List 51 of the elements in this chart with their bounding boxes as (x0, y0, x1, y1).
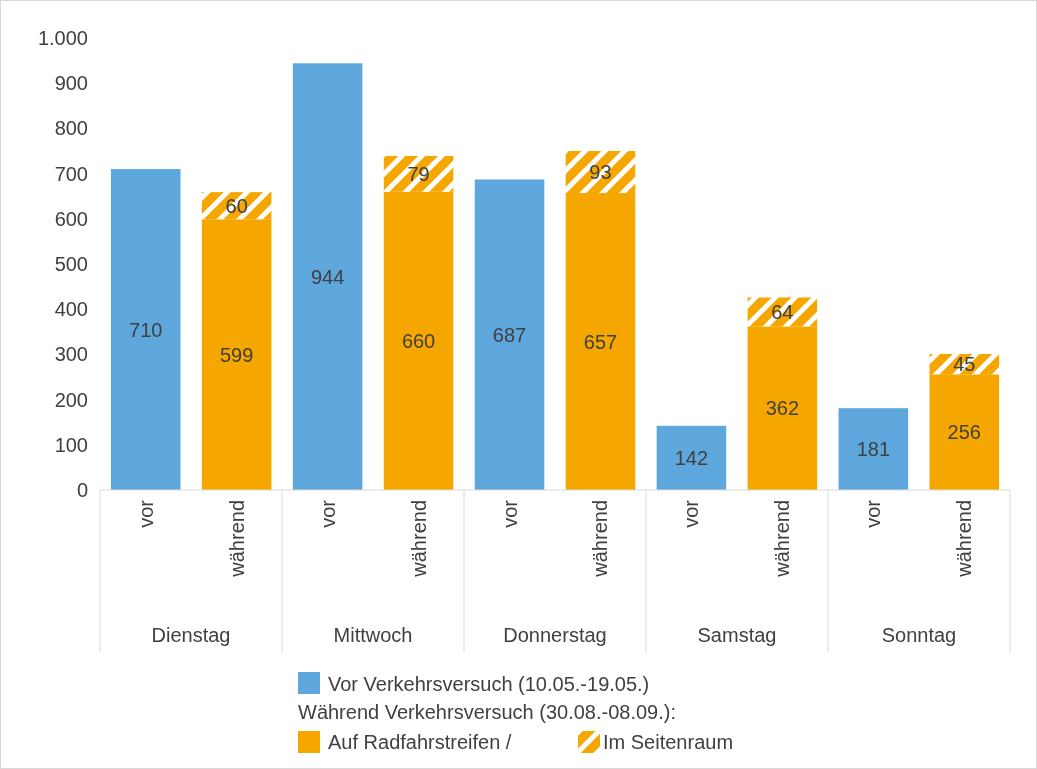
x-tick-label: vor (134, 499, 157, 528)
legend-label: Im Seitenraum (603, 731, 734, 753)
data-label: 687 (492, 323, 527, 346)
y-tick-label: 700 (54, 162, 88, 185)
data-label: 657 (583, 330, 618, 353)
bar (565, 151, 636, 194)
bar (201, 219, 272, 490)
x-tick-label: während (407, 500, 430, 578)
x-tick-label: vor (680, 499, 703, 528)
y-tick-label: 900 (54, 72, 88, 95)
y-tick-label: 300 (54, 343, 88, 366)
bar (929, 374, 1000, 490)
text: Dienstag (151, 624, 231, 646)
y-tick-label: 800 (54, 117, 88, 140)
bar (747, 326, 818, 490)
data-label: 599 (219, 343, 254, 366)
bar (565, 193, 636, 490)
y-tick-label: 100 (54, 433, 88, 456)
legend-title: Während Verkehrsversuch (30.08.-08.09.): (298, 701, 676, 723)
text: Sonntag (881, 624, 957, 646)
bar (656, 425, 727, 490)
y-tick-label: 400 (54, 298, 88, 321)
data-label: 944 (310, 265, 345, 288)
x-tick-label: während (225, 500, 248, 578)
bar (838, 408, 909, 490)
legend-label: Auf Radfahrstreifen / (328, 731, 512, 753)
x-tick-label: während (953, 500, 976, 578)
y-tick-label: 500 (54, 253, 88, 275)
data-label: 142 (674, 446, 709, 469)
bar (474, 179, 545, 490)
data-label: 660 (401, 329, 436, 352)
legend-label: Vor Verkehrsversuch (10.05.-19.05.) (328, 673, 650, 695)
x-tick-label: während (771, 500, 794, 578)
data-label: 256 (947, 421, 981, 444)
text: Mittwoch (333, 624, 413, 646)
x-tick-label: vor (498, 499, 521, 528)
text: Donnerstag (503, 624, 607, 646)
x-tick-label: während (589, 500, 612, 578)
bar (110, 169, 181, 490)
bar (383, 191, 454, 490)
y-tick-label: 600 (54, 207, 88, 230)
x-tick-label: vor (862, 499, 885, 528)
y-tick-label: 1.000 (37, 27, 88, 49)
data-label: 710 (129, 318, 163, 341)
text: Samstag (697, 624, 777, 646)
data-label: 362 (765, 397, 800, 420)
x-tick-label: vor (316, 499, 339, 528)
bar (292, 63, 363, 490)
y-tick-label: 0 (76, 479, 88, 501)
data-label: 181 (856, 438, 891, 461)
y-tick-label: 200 (54, 388, 88, 411)
